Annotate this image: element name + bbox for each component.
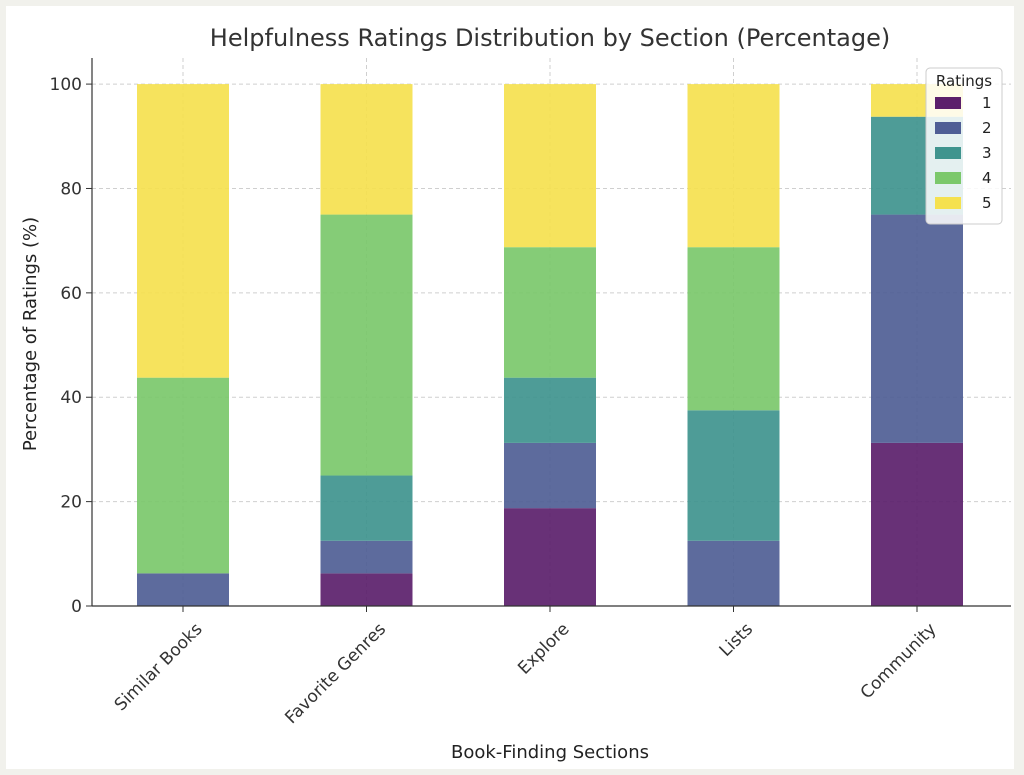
bar-segment <box>504 442 596 509</box>
bar-segment <box>687 247 780 411</box>
y-tick-label: 0 <box>71 597 82 617</box>
y-axis-label: Percentage of Ratings (%) <box>20 217 41 451</box>
legend-title: Ratings <box>936 72 992 90</box>
x-tick-label: Explore <box>514 619 573 678</box>
y-tick-label: 80 <box>60 179 82 199</box>
legend-swatch <box>935 172 961 184</box>
bar-segment <box>871 214 963 443</box>
bar-segment <box>137 377 229 574</box>
legend-label: 5 <box>982 194 992 212</box>
x-tick-label: Community <box>857 619 941 703</box>
legend: Ratings 1 2 3 4 5 <box>925 67 1003 225</box>
bar-segment <box>504 508 596 606</box>
bar-segment <box>504 84 596 248</box>
bar-segment <box>871 442 963 606</box>
bar-segment <box>320 540 413 574</box>
labels-layer: Helpfulness Ratings Distribution by Sect… <box>20 24 890 763</box>
legend-label: 3 <box>982 144 992 162</box>
bar-segment <box>137 573 229 606</box>
bar-segment <box>137 84 229 378</box>
bar-segment <box>320 84 413 215</box>
legend-label: 4 <box>982 169 992 187</box>
bar-segment <box>687 540 780 606</box>
bar-segment <box>320 214 413 476</box>
legend-label: 1 <box>982 94 992 112</box>
legend-swatch <box>935 147 961 159</box>
bar-segment <box>320 573 413 606</box>
bar-segment <box>504 377 596 443</box>
y-tick-label: 60 <box>60 284 82 304</box>
x-tick-label: Similar Books <box>111 619 207 715</box>
chart-frame: 0 20 40 60 80 100 Similar Books Favorite Genres… <box>6 6 1014 769</box>
bar-segment <box>687 410 780 541</box>
x-axis-label: Book-Finding Sections <box>451 742 649 763</box>
x-tick-label: Lists <box>716 619 758 661</box>
bar-segment <box>687 84 780 248</box>
chart-svg: 0 20 40 60 80 100 Similar Books Favorite Genres… <box>20 24 1011 763</box>
x-tick-label: Favorite Genres <box>281 619 390 728</box>
chart-title: Helpfulness Ratings Distribution by Sect… <box>210 24 890 52</box>
bar-segment <box>320 475 413 541</box>
legend-swatch <box>935 97 961 109</box>
y-tick-label: 20 <box>60 493 82 513</box>
y-tick-label: 100 <box>50 75 82 95</box>
bar-segment <box>504 247 596 378</box>
legend-label: 2 <box>982 119 992 137</box>
legend-swatch <box>935 197 961 209</box>
bars-layer <box>137 84 963 606</box>
legend-swatch <box>935 122 961 134</box>
y-tick-label: 40 <box>60 388 82 408</box>
